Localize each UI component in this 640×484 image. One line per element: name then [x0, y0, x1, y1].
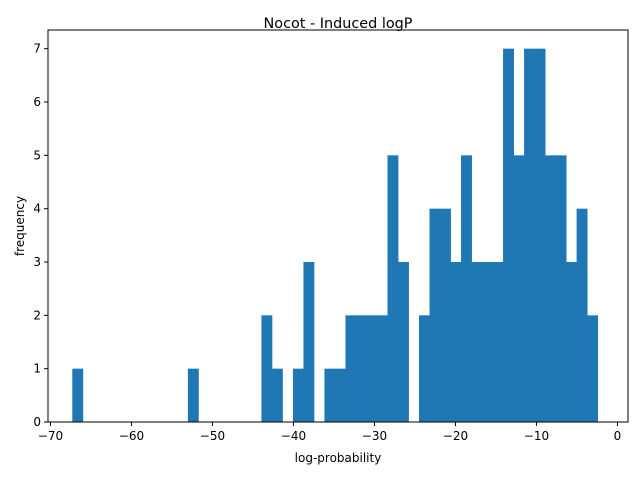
histogram-bar: [461, 155, 472, 422]
x-tick-label: −30: [362, 429, 387, 443]
y-tick-label: 3: [33, 255, 41, 269]
histogram-bar: [503, 48, 514, 423]
histogram-bar: [324, 368, 336, 422]
histogram-bar: [261, 315, 273, 422]
x-tick-label: 0: [614, 429, 622, 443]
histogram-bar: [419, 315, 430, 422]
y-tick-label: 6: [33, 95, 41, 109]
x-axis-label: log-probability: [295, 451, 382, 465]
histogram-bar: [471, 262, 483, 422]
histogram-bar: [355, 315, 367, 422]
chart-title: Nocot - Induced logP: [264, 16, 413, 32]
histogram-bar: [534, 48, 546, 423]
histogram-bar: [187, 368, 199, 422]
histogram-bar: [303, 262, 315, 422]
y-tick-label: 0: [33, 415, 41, 429]
histogram-bar: [524, 48, 535, 423]
y-axis-ticks: 0 1 2 3 4 5 6 7: [33, 42, 48, 429]
histogram-bar: [482, 262, 493, 422]
x-axis-ticks: −70 −60 −50 −40 −30 −20 −10 0: [38, 422, 622, 443]
histogram-bar: [587, 315, 599, 422]
histogram-bar: [292, 368, 304, 422]
y-tick-label: 7: [33, 42, 41, 56]
histogram-bar: [72, 368, 84, 422]
histogram-bar: [576, 208, 588, 422]
histogram-bar: [366, 315, 378, 422]
y-axis-label: frequency: [13, 196, 27, 256]
histogram-bar: [513, 155, 525, 422]
histogram-bar: [492, 262, 504, 422]
histogram-bar: [429, 208, 441, 422]
y-tick-label: 4: [33, 202, 41, 216]
y-tick-label: 1: [33, 362, 41, 376]
histogram-bar: [271, 368, 283, 422]
x-tick-label: −70: [38, 429, 63, 443]
histogram-bar: [440, 208, 451, 422]
histogram-bar: [345, 315, 357, 422]
y-tick-label: 5: [33, 148, 41, 162]
x-tick-label: −60: [119, 429, 144, 443]
histogram-bar: [398, 262, 409, 422]
histogram-bar: [450, 262, 462, 422]
x-tick-label: −40: [281, 429, 306, 443]
y-tick-label: 2: [33, 308, 41, 322]
histogram-bar: [376, 315, 388, 422]
histogram-bar: [566, 262, 578, 422]
histogram-bar: [545, 155, 556, 422]
histogram-bar: [387, 155, 399, 422]
x-tick-label: −20: [443, 429, 468, 443]
histogram-bar: [555, 155, 567, 422]
bars-layer: [72, 48, 599, 423]
plot-frame: [47, 29, 629, 423]
x-tick-label: −50: [200, 429, 225, 443]
histogram-bar: [334, 368, 346, 422]
x-tick-label: −10: [524, 429, 549, 443]
